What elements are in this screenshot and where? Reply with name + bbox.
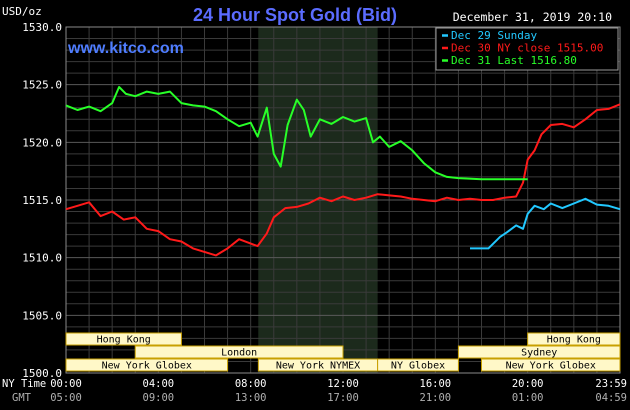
y-tick-label: 1510.0	[22, 252, 62, 265]
ny-time-label: NY Time	[2, 378, 46, 390]
legend-entry: Dec 31 Last 1516.80	[451, 54, 577, 67]
gmt-time-tick: 21:00	[420, 392, 452, 404]
market-session-label: New York Globex	[506, 361, 596, 372]
market-session-label: New York NYMEX	[276, 361, 360, 372]
market-session-box	[65, 358, 229, 372]
market-session-box	[377, 358, 459, 372]
market-session-box	[527, 332, 621, 346]
market-session-label: London	[221, 348, 257, 359]
ny-time-tick: 12:00	[327, 378, 359, 390]
market-session-label: New York Globex	[102, 361, 192, 372]
gmt-time-tick: 01:00	[512, 392, 544, 404]
market-session-box	[481, 358, 621, 372]
ny-time-tick: 23:59	[595, 378, 627, 390]
ny-time-tick: 20:00	[512, 378, 544, 390]
gmt-time-tick: 13:00	[235, 392, 267, 404]
chart-title: 24 Hour Spot Gold (Bid)	[193, 5, 397, 25]
y-tick-label: 1525.0	[22, 79, 62, 92]
y-tick-label: 1500.0	[22, 367, 62, 380]
market-session-label: NY Globex	[391, 361, 445, 372]
legend-entry: Dec 29 Sunday	[451, 29, 537, 42]
y-tick-label: 1530.0	[22, 21, 62, 34]
series-line-2	[65, 86, 528, 181]
market-session-box	[134, 345, 344, 359]
series-line-0	[470, 197, 621, 250]
ny-time-tick: 08:00	[235, 378, 267, 390]
market-session-label: Sydney	[521, 348, 557, 359]
market-session-box	[65, 332, 182, 346]
y-axis-ticks: 1500.0 1505.0 1510.0 1515.0 1520.0 1525.0 1530…	[22, 21, 62, 380]
ny-time-tick: 00:00	[50, 378, 82, 390]
market-sessions: Hong Kong London New York Globex New York N…	[65, 332, 621, 372]
y-tick-label: 1515.0	[22, 194, 62, 207]
site-label: www.kitco.com	[67, 40, 184, 57]
gmt-label: GMT	[12, 392, 32, 404]
datetime-label: December 31, 2019 20:10	[453, 10, 612, 24]
chart-grid	[65, 26, 621, 374]
legend-entry: Dec 30 NY close 1515.00	[451, 42, 603, 55]
gmt-time-tick: 17:00	[327, 392, 359, 404]
ny-time-tick: 16:00	[420, 378, 452, 390]
market-session-box	[457, 345, 621, 359]
gmt-time-tick: 05:00	[50, 392, 82, 404]
series-line-1	[65, 103, 621, 257]
y-tick-label: 1520.0	[22, 136, 62, 149]
market-session-label: Hong Kong	[97, 335, 151, 346]
y-tick-label: 1505.0	[22, 309, 62, 322]
gmt-time-tick: 04:59	[595, 392, 627, 404]
gmt-time-tick: 09:00	[143, 392, 175, 404]
plot-border	[65, 26, 621, 374]
series-layer	[65, 86, 621, 257]
x-axis-ticks: 00:00 05:00 04:00 09:00 08:00 13:00 12:00 17:00…	[50, 378, 627, 404]
ny-time-tick: 04:00	[143, 378, 175, 390]
legend-box	[435, 27, 619, 71]
unit-label: USD/oz	[2, 5, 42, 18]
market-session-label: Hong Kong	[547, 335, 601, 346]
